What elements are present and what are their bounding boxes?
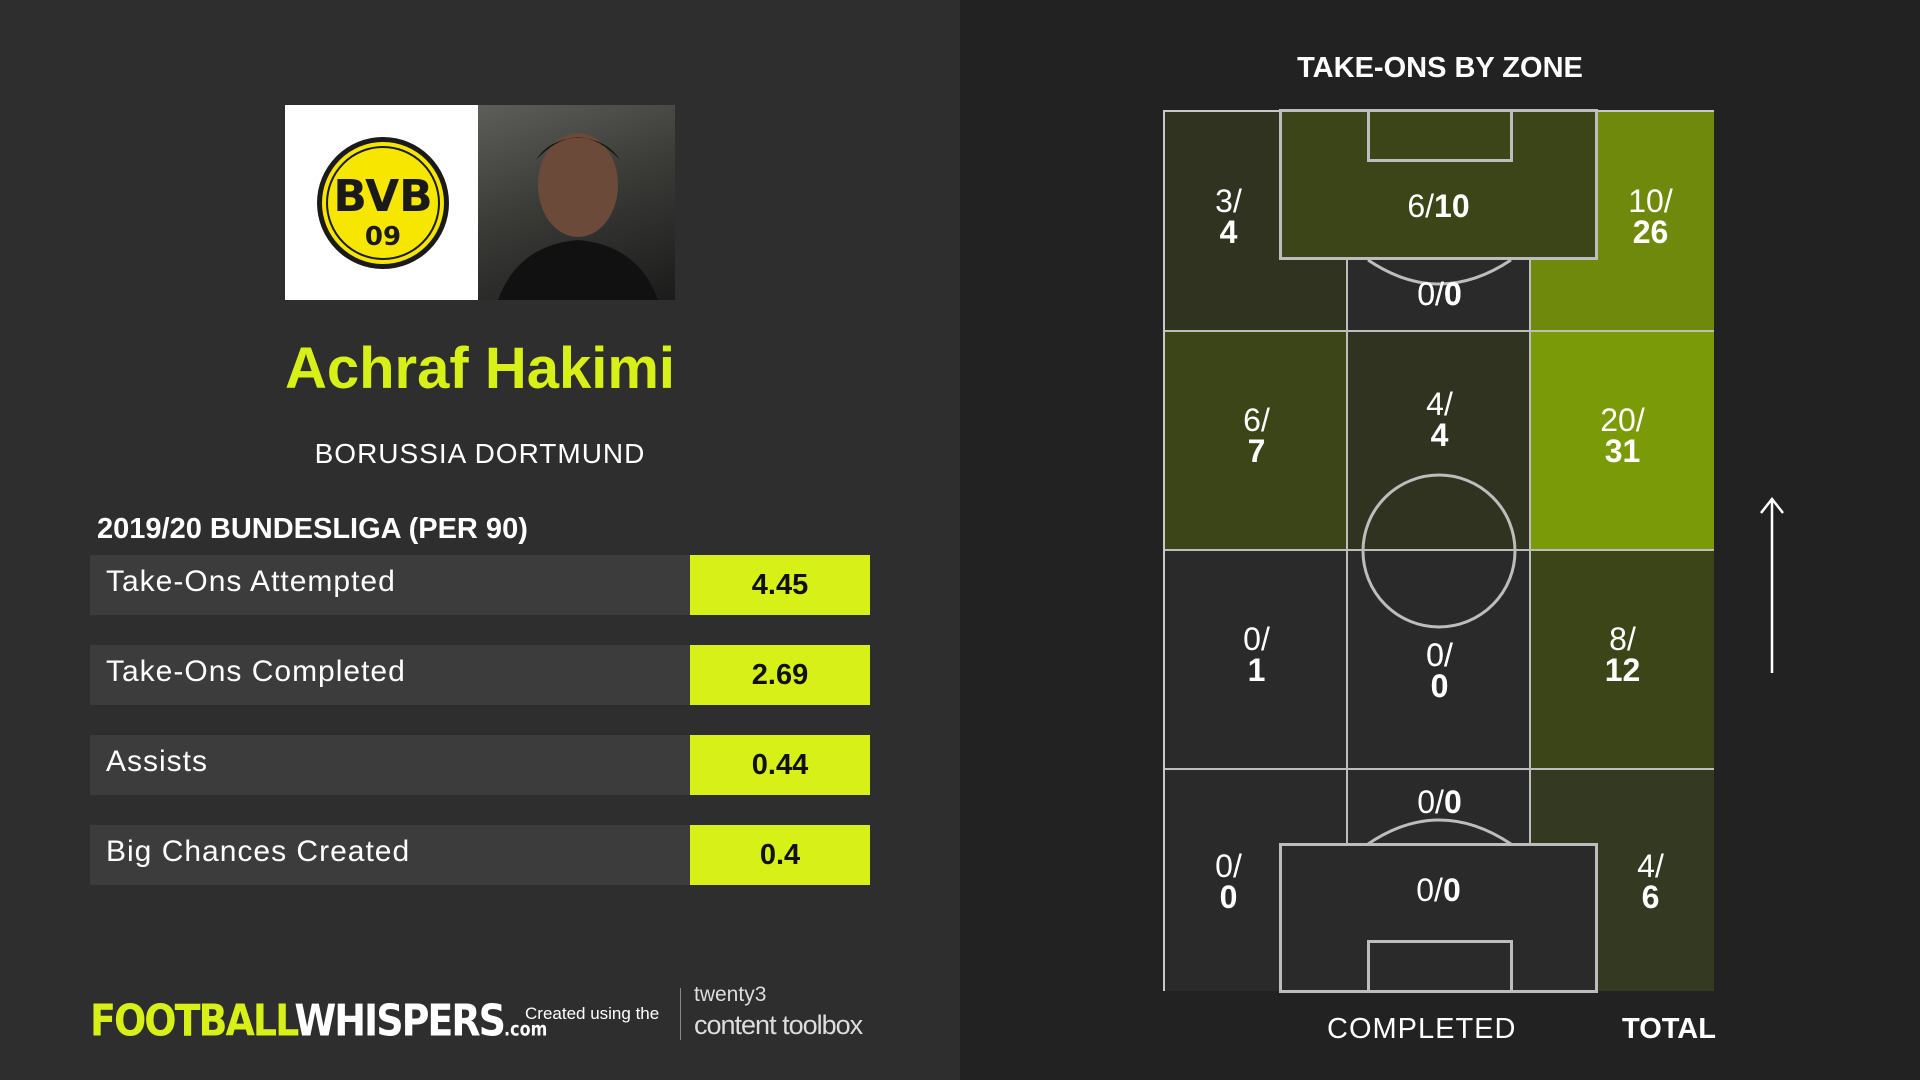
stat-label: Take-Ons Attempted — [106, 565, 396, 598]
stat-value: 0.44 — [690, 735, 870, 795]
centre-circle — [1361, 473, 1517, 629]
svg-text:09: 09 — [365, 222, 401, 252]
zone-upper-mid-center: 4/4 — [1348, 331, 1531, 550]
legend-completed: COMPLETED — [1327, 1013, 1517, 1045]
zone-lower-mid-center: 0/0 — [1348, 550, 1531, 769]
zone-value: 0/0 — [1426, 637, 1453, 704]
attacking-six-yard-box-top — [1367, 109, 1513, 162]
stat-row: Big Chances Created 0.4 — [90, 825, 870, 885]
zone-value: 8/12 — [1604, 621, 1641, 688]
defensive-arc — [1367, 818, 1512, 846]
bvb-crest-icon: BVB 09 — [317, 137, 449, 269]
zone-lower-mid-right: 8/12 — [1531, 550, 1714, 769]
zone-value: 3/4 — [1215, 183, 1242, 250]
zone-lower-mid-left: 0/1 — [1165, 550, 1348, 769]
zone-value-attacking-box-edge: 0/0 — [1417, 276, 1462, 312]
footballwhispers-logo: FOOTBALLWHISPERS.com — [90, 995, 548, 1046]
content-toolbox-logo: content toolbox — [694, 1010, 863, 1040]
defensive-penalty-area — [1279, 843, 1598, 993]
grid-line — [1346, 112, 1348, 991]
halfway-line — [1165, 549, 1714, 551]
grid-line — [1165, 768, 1714, 770]
player-portrait-icon — [498, 133, 658, 300]
zone-value-defensive-penalty-area: 0/0 — [1416, 872, 1461, 908]
club-name: BORUSSIA DORTMUND — [314, 438, 646, 469]
stat-row: Take-Ons Attempted 4.45 — [90, 555, 870, 615]
zone-value: 20/31 — [1600, 402, 1645, 469]
player-photo — [478, 105, 675, 300]
stat-row: Assists 0.44 — [90, 735, 870, 795]
svg-text:BVB: BVB — [333, 171, 432, 222]
defensive-six-yard-box — [1367, 940, 1513, 993]
club-crest: BVB 09 — [285, 105, 478, 300]
player-card-panel: BVB 09 Achraf Hakimi BORUSSIA DORTMUND 2… — [0, 0, 960, 1080]
created-using-text: Created using the — [525, 1004, 660, 1023]
grid-line — [1529, 112, 1531, 991]
zone-value-defensive-box-edge: 0/0 — [1417, 784, 1462, 820]
grid-line — [1165, 330, 1714, 332]
stat-value: 0.4 — [690, 825, 870, 885]
player-name: Achraf Hakimi — [284, 336, 676, 401]
zone-value: 6/7 — [1243, 402, 1270, 469]
pitch-heatmap: 3/4 10/26 6/10 0/0 6/7 4/4 20/31 0/1 0/0… — [1163, 109, 1714, 993]
zone-value: 4/4 — [1426, 386, 1453, 453]
chart-title: TAKE-ONS BY ZONE — [1297, 52, 1583, 84]
zone-value: 4/6 — [1637, 848, 1664, 915]
stat-label: Assists — [106, 745, 209, 778]
legend-total: TOTAL — [1622, 1013, 1716, 1045]
season-heading: 2019/20 BUNDESLIGA (PER 90) — [97, 513, 528, 545]
stat-label: Big Chances Created — [106, 835, 411, 868]
stat-label: Take-Ons Completed — [106, 655, 406, 688]
footer-divider — [680, 988, 681, 1040]
attacking-penalty-area-top — [1279, 109, 1598, 260]
zone-value: 0/0 — [1215, 848, 1242, 915]
zone-value-attacking-box-edge-label: 0/0 — [1417, 276, 1462, 312]
zone-value-attacking-penalty-area-label: 6/10 — [1407, 188, 1470, 224]
stat-value: 2.69 — [690, 645, 870, 705]
zone-upper-mid-left: 6/7 — [1165, 331, 1348, 550]
twenty3-logo: twenty3 — [694, 983, 767, 1006]
zone-value: 10/26 — [1628, 183, 1673, 250]
stat-row: Take-Ons Completed 2.69 — [90, 645, 870, 705]
attacking-arc — [1367, 258, 1512, 286]
direction-arrow-icon — [1760, 496, 1784, 673]
zone-value: 0/1 — [1243, 621, 1270, 688]
zone-value-lower-mid-center: 0/0 — [1426, 637, 1453, 704]
stat-value: 4.45 — [690, 555, 870, 615]
zone-upper-mid-right: 20/31 — [1531, 331, 1714, 550]
